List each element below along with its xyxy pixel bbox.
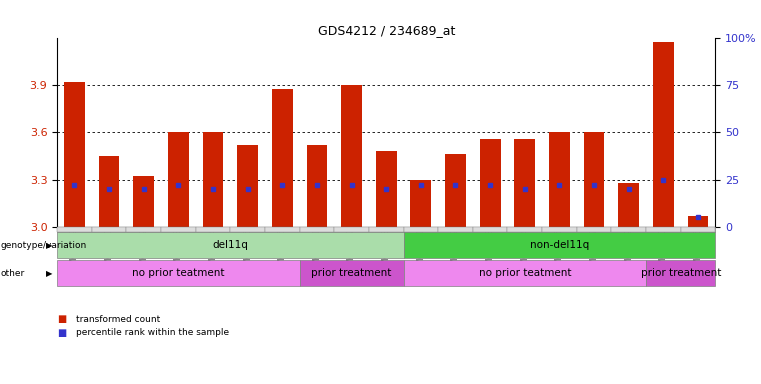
Bar	[64, 82, 84, 227]
Bar	[307, 145, 327, 227]
Bar	[168, 132, 189, 227]
Bar	[584, 132, 604, 227]
Text: del11q: del11q	[212, 240, 248, 250]
Title: GDS4212 / 234689_at: GDS4212 / 234689_at	[317, 24, 455, 37]
Text: prior treatment: prior treatment	[311, 268, 392, 278]
Text: transformed count: transformed count	[76, 314, 161, 324]
Text: ▶: ▶	[46, 241, 53, 250]
Text: other: other	[1, 269, 25, 278]
Text: no prior teatment: no prior teatment	[479, 268, 571, 278]
Bar	[549, 132, 570, 227]
Text: prior treatment: prior treatment	[641, 268, 721, 278]
Text: no prior teatment: no prior teatment	[132, 268, 224, 278]
Bar	[237, 145, 258, 227]
Bar	[514, 139, 535, 227]
Bar	[376, 151, 396, 227]
Text: ■: ■	[57, 314, 66, 324]
Text: genotype/variation: genotype/variation	[1, 241, 87, 250]
Text: percentile rank within the sample: percentile rank within the sample	[76, 328, 229, 337]
Bar	[479, 139, 501, 227]
Text: ■: ■	[57, 328, 66, 338]
Bar	[202, 132, 224, 227]
Bar	[410, 180, 431, 227]
Bar	[688, 215, 708, 227]
Text: non-del11q: non-del11q	[530, 240, 589, 250]
Bar	[445, 154, 466, 227]
Bar	[653, 41, 673, 227]
Bar	[133, 176, 154, 227]
Bar	[341, 86, 362, 227]
Bar	[272, 89, 293, 227]
Text: ▶: ▶	[46, 269, 53, 278]
Bar	[99, 156, 119, 227]
Bar	[619, 183, 639, 227]
